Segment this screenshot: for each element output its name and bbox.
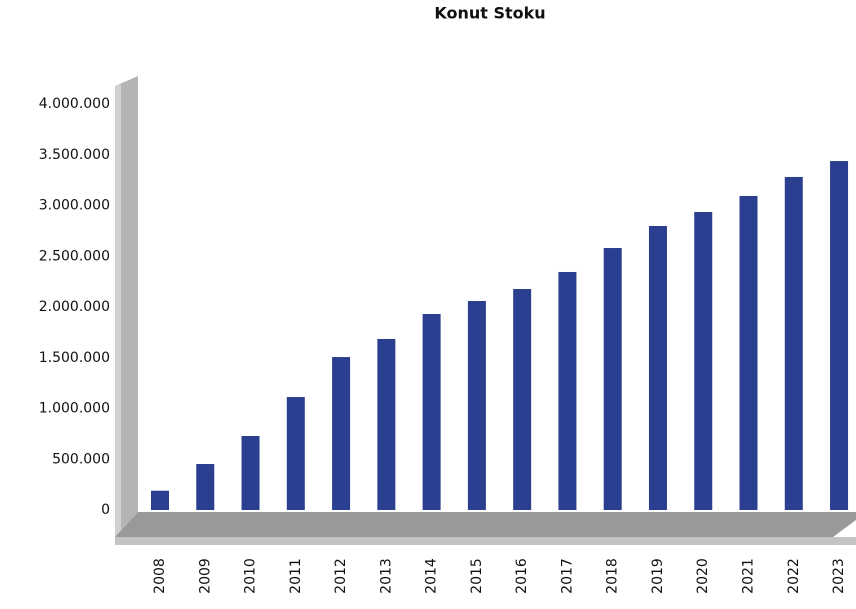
y-tick-label: 1.000.000 [39,401,110,417]
floor [115,512,856,537]
x-tick-label: 2021 [741,558,757,594]
x-tick-label: 2018 [605,558,621,594]
y-tick-label: 2.500.000 [39,248,110,264]
x-tick-label: 2011 [288,558,304,594]
bar [151,490,169,510]
bar [422,314,441,510]
x-tick-label: 2009 [197,558,213,594]
bar [830,161,849,510]
y-tick-label: 0 [101,502,110,518]
y-tick-label: 1.500.000 [39,350,110,366]
x-tick-label: 2013 [378,558,394,594]
floor-edge [115,537,856,545]
x-tick-label: 2023 [831,558,847,594]
x-tick-label: 2010 [243,558,259,594]
bar [558,271,577,510]
bar [648,226,667,511]
x-tick-label: 2015 [469,558,485,594]
bar [241,436,260,510]
bar [513,289,532,510]
bar [467,301,486,510]
y-tick-label: 2.000.000 [39,299,110,315]
x-tick-label: 2022 [786,558,802,594]
bar [377,338,396,510]
x-tick-label: 2012 [333,558,349,594]
y-tick-label: 3.500.000 [39,147,110,163]
bar [694,211,713,510]
wall-edge [115,84,121,537]
y-tick-label: 4.000.000 [39,96,110,112]
x-tick-label: 2020 [695,558,711,594]
bar [196,464,215,510]
x-tick-label: 2016 [514,558,530,594]
x-tick-label: 2014 [424,558,440,594]
chart-title: Konut Stoku [434,4,545,23]
bar [784,176,803,510]
x-tick-label: 2008 [152,558,168,594]
y-tick-label: 3.000.000 [39,198,110,214]
bar [332,357,351,510]
x-tick-label: 2019 [650,558,666,594]
bar [286,397,305,510]
bar [739,195,758,511]
x-tick-label: 2017 [559,558,575,594]
y-tick-label: 500.000 [52,451,110,467]
bar [603,248,622,510]
